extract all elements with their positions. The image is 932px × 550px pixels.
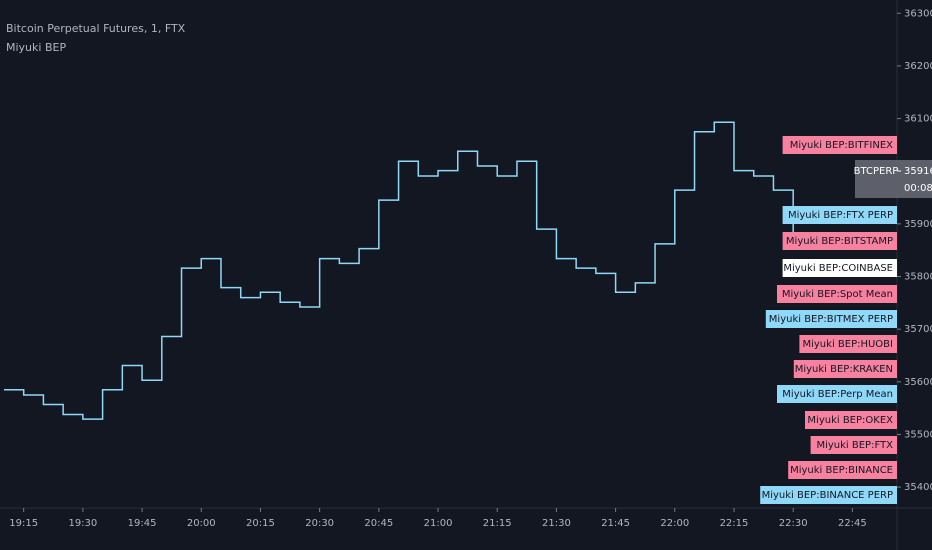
series-label-box	[782, 206, 897, 224]
y-tick-label: 35500	[904, 429, 932, 440]
series-label: Miyuki BEP:BITFINEX	[790, 140, 893, 151]
series-label: Miyuki BEP:KRAKEN	[795, 364, 893, 375]
x-tick-label: 20:00	[187, 518, 216, 529]
x-tick-label: 21:00	[424, 518, 453, 529]
series-label-box	[793, 360, 897, 378]
x-tick-label: 21:45	[601, 518, 630, 529]
x-tick-label: 22:00	[660, 518, 689, 529]
y-tick-label: 35800	[904, 272, 932, 283]
y-tick-label: 36100	[904, 114, 932, 125]
last-price-value: 35916	[904, 166, 932, 177]
series-label-box	[765, 310, 897, 328]
series-label: Miyuki BEP:Spot Mean	[782, 289, 893, 300]
series-label-box	[782, 136, 897, 154]
x-tick-label: 19:30	[68, 518, 97, 529]
series-label: Miyuki BEP:FTX	[816, 440, 893, 451]
x-tick-label: 20:45	[364, 518, 393, 529]
last-price-symbol: BTCPERP	[854, 166, 899, 177]
series-label: Miyuki BEP:BINANCE PERP	[762, 490, 893, 501]
chart-subtitle: Miyuki BEP	[6, 41, 66, 54]
x-tick-label: 21:30	[542, 518, 571, 529]
x-tick-label: 20:30	[305, 518, 334, 529]
x-tick-label: 22:30	[779, 518, 808, 529]
series-label: Miyuki BEP:BITMEX PERP	[769, 314, 893, 325]
price-line	[3, 121, 794, 420]
series-label-box	[782, 259, 897, 277]
series-label: Miyuki BEP:FTX PERP	[788, 210, 893, 221]
x-tick-label: 21:15	[483, 518, 512, 529]
y-tick-label: 36300	[904, 8, 932, 19]
series-label-box	[777, 285, 897, 303]
last-price-box	[855, 160, 932, 198]
y-tick-label: 35400	[904, 482, 932, 493]
x-tick-label: 19:45	[128, 518, 157, 529]
y-tick-label: 36200	[904, 61, 932, 72]
series-label-box	[760, 486, 897, 504]
series-label-box	[810, 436, 897, 454]
series-label: Miyuki BEP:COINBASE	[783, 263, 893, 274]
y-tick-label: 35700	[904, 324, 932, 335]
series-label-box	[805, 411, 897, 429]
chart-title: Bitcoin Perpetual Futures, 1, FTX	[6, 22, 186, 35]
series-label: Miyuki BEP:OKEX	[807, 415, 893, 426]
x-tick-label: 22:15	[720, 518, 749, 529]
series-label-box	[782, 232, 897, 250]
series-label-box	[799, 335, 897, 353]
x-tick-label: 20:15	[246, 518, 275, 529]
x-tick-label: 19:15	[9, 518, 38, 529]
series-label-box	[777, 385, 897, 403]
x-tick-label: 22:45	[838, 518, 867, 529]
series-label: Miyuki BEP:HUOBI	[802, 339, 893, 350]
y-tick-label: 35900	[904, 219, 932, 230]
series-label: Miyuki BEP:BITSTAMP	[786, 236, 893, 247]
series-label: Miyuki BEP:Perp Mean	[782, 389, 893, 400]
y-tick-label: 35600	[904, 377, 932, 388]
series-label-box	[788, 461, 897, 479]
series-label: Miyuki BEP:BINANCE	[790, 465, 893, 476]
last-price-countdown: 00:08	[904, 183, 932, 194]
